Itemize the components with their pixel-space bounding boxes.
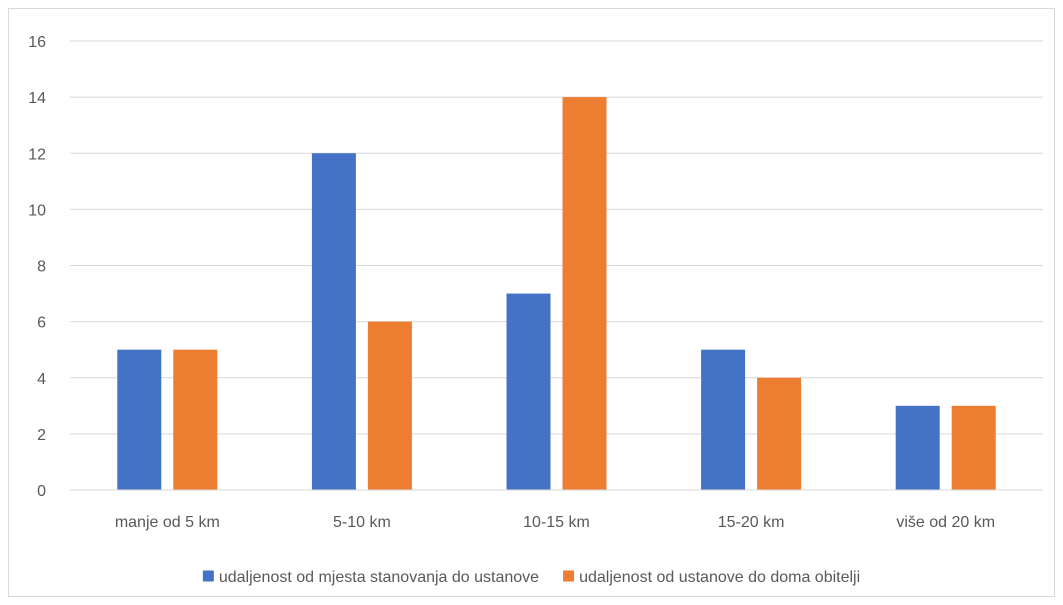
bar-series-1-0: [117, 349, 162, 490]
x-tick-label: 5-10 km: [333, 514, 391, 531]
y-tick-label: 6: [37, 315, 46, 332]
legend-label-series-2: udaljenost od ustanove do doma obitelji: [579, 569, 860, 586]
y-axis-tick-labels: 0 2 4 6 8 10 12 14 16: [28, 34, 46, 500]
x-tick-label: više od 20 km: [896, 514, 995, 531]
y-tick-label: 2: [37, 427, 46, 444]
bar-series-2-0: [173, 349, 218, 490]
bar-series-1-2: [506, 293, 551, 490]
bars: [117, 97, 996, 490]
x-tick-label: 15-20 km: [718, 514, 785, 531]
y-tick-label: 12: [28, 146, 46, 163]
x-tick-label: 10-15 km: [523, 514, 590, 531]
x-tick-label: manje od 5 km: [115, 514, 220, 531]
bar-series-1-1: [311, 153, 356, 490]
bar-series-2-4: [951, 405, 996, 490]
bar-series-2-2: [562, 97, 607, 490]
gridlines: [70, 40, 1043, 435]
bar-series-1-4: [895, 405, 940, 490]
y-tick-label: 16: [28, 34, 46, 51]
bar-series-2-3: [757, 377, 802, 490]
x-axis-tick-labels: manje od 5 km 5-10 km 10-15 km 15-20 km više…: [115, 514, 995, 531]
y-tick-label: 4: [37, 371, 46, 388]
legend-swatch-series-1: [202, 570, 214, 582]
y-tick-label: 14: [28, 90, 46, 107]
legend-label-series-1: udaljenost od mjesta stanovanja do ustan…: [219, 569, 539, 586]
y-tick-label: 10: [28, 202, 46, 219]
y-tick-label: 0: [37, 483, 46, 500]
legend-swatch-series-2: [563, 570, 575, 582]
y-tick-label: 8: [37, 259, 46, 276]
legend: udaljenost od mjesta stanovanja do ustan…: [202, 569, 860, 586]
bar-series-2-1: [367, 321, 412, 490]
bar-series-1-3: [701, 349, 746, 490]
